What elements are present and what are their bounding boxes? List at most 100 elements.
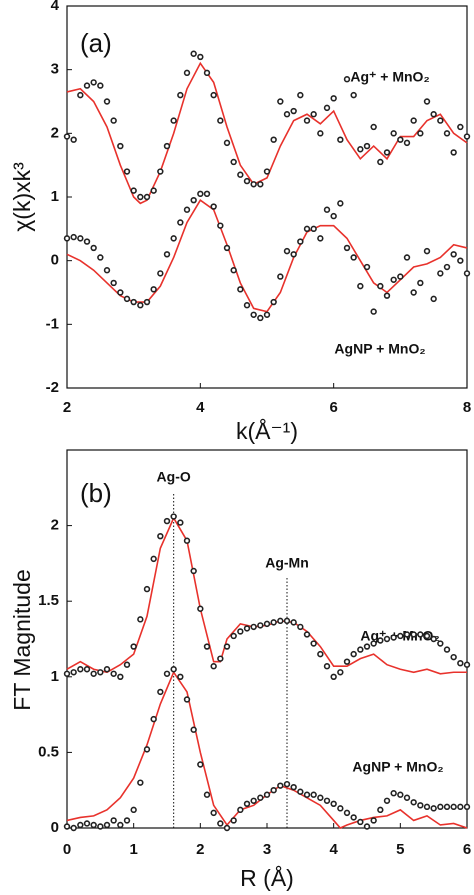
data-point <box>410 631 417 638</box>
data-point <box>350 91 357 99</box>
data-point <box>230 158 237 166</box>
x-tick-label: 1 <box>129 841 137 858</box>
data-point <box>77 666 84 673</box>
data-point <box>457 659 464 667</box>
data-point <box>403 794 411 801</box>
panel-label: (a) <box>80 28 112 58</box>
data-point <box>123 661 131 668</box>
data-point <box>390 276 397 283</box>
data-point <box>257 622 264 629</box>
data-point <box>450 653 457 661</box>
data-point <box>363 263 371 271</box>
data-point <box>390 790 397 797</box>
data-point <box>230 267 237 274</box>
data-point <box>63 133 71 140</box>
data-point <box>237 171 244 178</box>
data-point <box>410 289 417 296</box>
data-point <box>123 295 131 303</box>
x-axis-label: R (Å) <box>240 864 294 891</box>
data-point <box>250 623 257 631</box>
data-point <box>443 646 451 653</box>
data-point <box>70 824 77 832</box>
data-point <box>357 282 364 290</box>
data-point <box>223 643 231 650</box>
data-point <box>403 139 411 147</box>
x-tick-label: 3 <box>263 841 271 858</box>
y-axis-label: FT Magnitude <box>9 569 35 710</box>
data-point <box>130 298 137 306</box>
data-point <box>170 666 177 673</box>
data-point <box>383 635 391 643</box>
data-point <box>350 650 357 658</box>
data-point <box>123 817 131 824</box>
y-axis-label: χ(k)xk³ <box>9 162 35 232</box>
data-point <box>183 537 191 544</box>
data-point <box>63 670 71 677</box>
data-point <box>217 820 224 827</box>
y-tick-label: 0.5 <box>38 743 59 760</box>
data-point <box>343 244 351 252</box>
data-point <box>110 670 117 677</box>
data-point <box>197 53 204 61</box>
data-point <box>210 663 217 670</box>
data-point <box>163 251 171 258</box>
data-point <box>437 117 444 124</box>
y-tick-label: 2 <box>51 124 59 141</box>
data-point <box>183 69 191 77</box>
data-point <box>223 824 231 832</box>
data-point <box>203 791 211 798</box>
data-point <box>117 142 124 150</box>
data-point <box>317 794 324 801</box>
sample-label: AgNP + MnO₂ <box>352 759 443 775</box>
data-point <box>370 640 377 647</box>
data-point <box>417 802 424 809</box>
data-point <box>237 806 244 814</box>
data-point <box>63 823 71 830</box>
data-point <box>343 76 351 83</box>
data-point <box>77 91 84 99</box>
data-point <box>177 519 184 526</box>
data-point <box>283 247 291 255</box>
data-point <box>297 238 304 245</box>
data-point <box>417 130 424 137</box>
data-point <box>317 235 324 242</box>
data-point <box>330 673 337 680</box>
data-point <box>450 803 457 811</box>
x-axis-label: k(Å⁻¹) <box>236 417 298 444</box>
data-point <box>457 803 464 811</box>
data-point <box>277 98 284 105</box>
data-point <box>97 823 104 830</box>
sample-label: AgNP + MnO₂ <box>334 341 425 357</box>
data-point <box>263 791 271 798</box>
data-point <box>423 632 431 640</box>
data-point <box>63 235 71 242</box>
data-point <box>237 286 244 293</box>
x-tick-label: 5 <box>396 841 404 858</box>
x-tick-label: 0 <box>63 841 71 858</box>
y-tick-label: -1 <box>46 315 59 332</box>
data-point <box>290 619 297 626</box>
data-point <box>357 146 364 153</box>
data-point <box>463 661 471 668</box>
data-point <box>97 669 104 676</box>
data-point <box>90 244 97 252</box>
data-point <box>323 104 331 112</box>
data-point <box>90 670 97 677</box>
data-point <box>150 187 157 194</box>
data-point <box>170 513 177 520</box>
data-point <box>190 726 197 733</box>
data-point <box>203 190 211 198</box>
data-point <box>437 640 444 647</box>
data-point <box>197 190 204 198</box>
data-point <box>290 251 297 258</box>
data-point <box>190 50 197 57</box>
data-point <box>190 567 197 575</box>
data-point <box>157 270 164 277</box>
data-point <box>103 821 111 829</box>
data-point <box>143 746 151 753</box>
data-point <box>223 244 231 252</box>
data-point <box>310 640 317 647</box>
data-point <box>90 79 97 86</box>
sample-label: Ag⁺ + MnO₂ <box>350 69 429 85</box>
data-point <box>397 136 404 143</box>
